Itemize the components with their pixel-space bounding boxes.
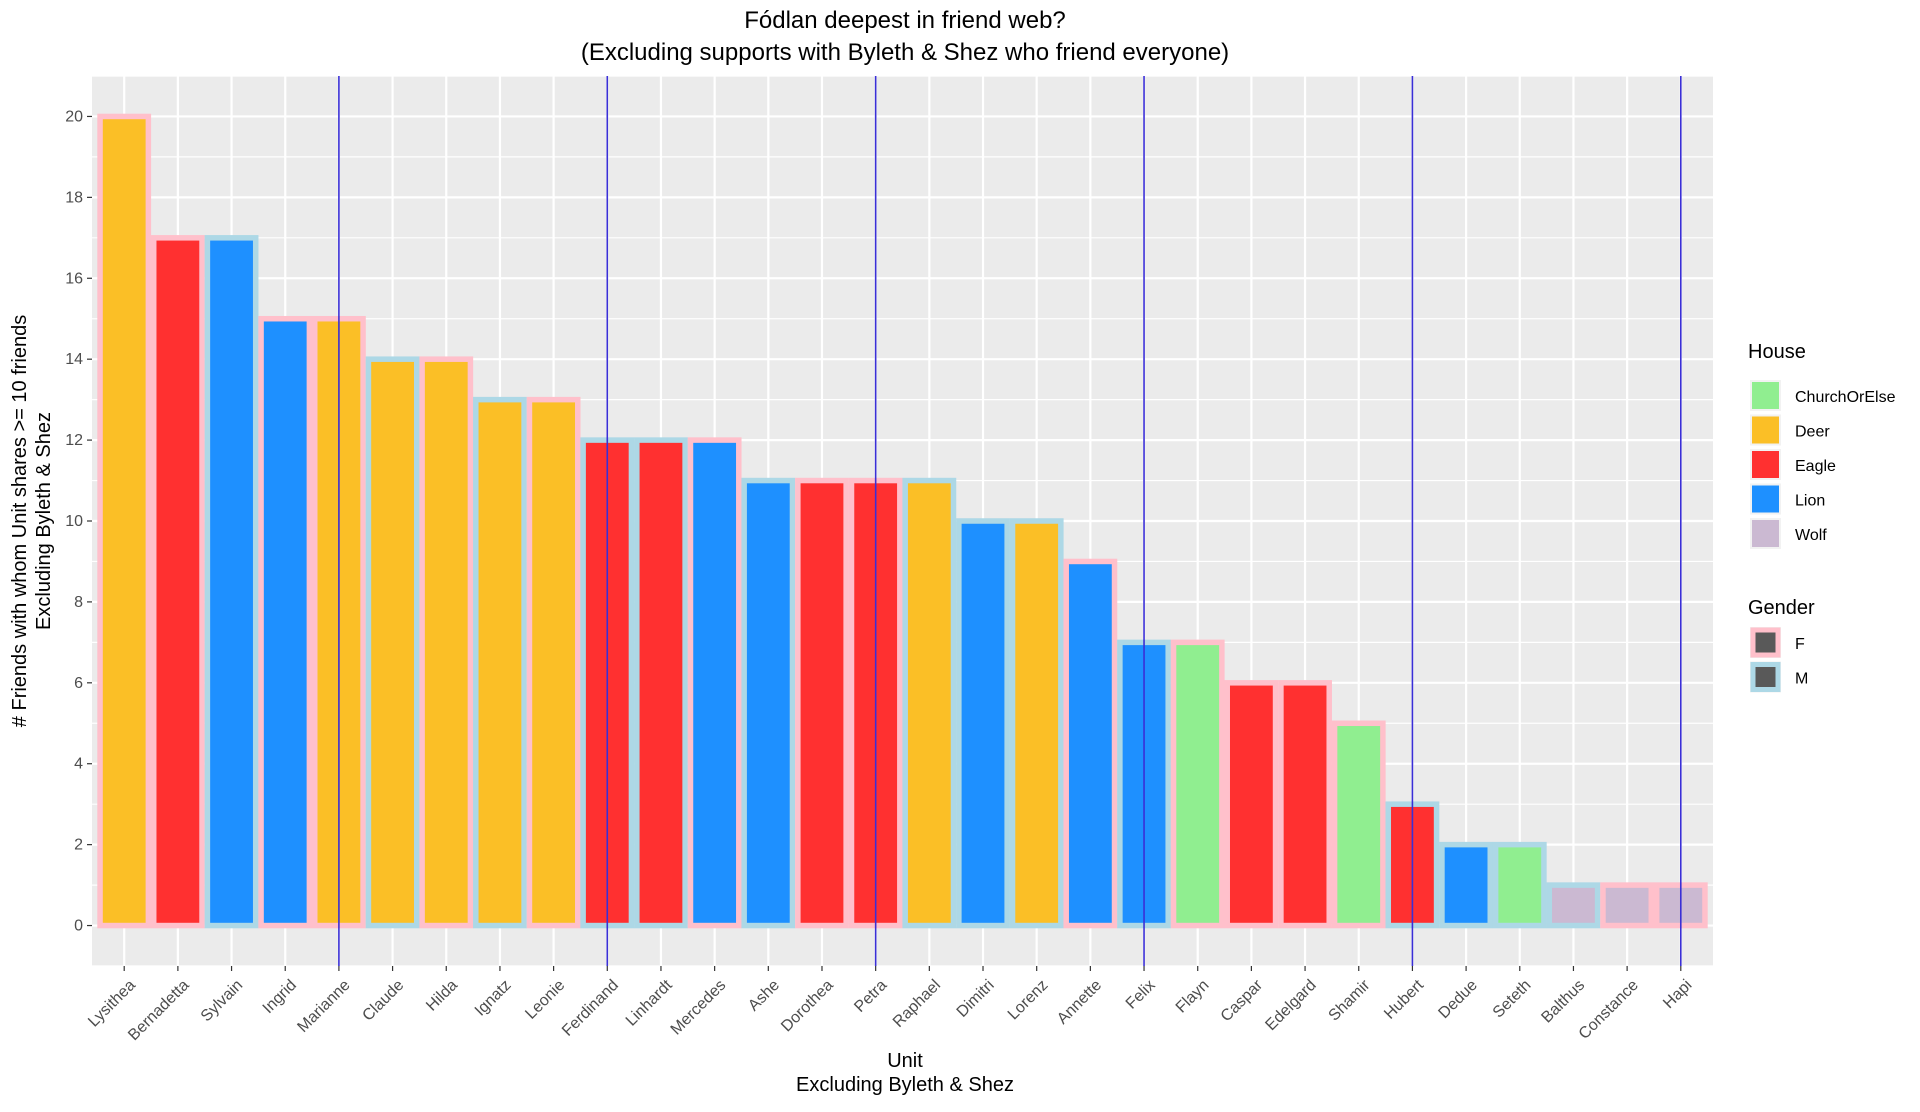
x-tick-label: Ignatz <box>472 977 515 1020</box>
x-tick-label: Hubert <box>1381 976 1427 1022</box>
y-axis-title: # Friends with whom Unit shares >= 10 fr… <box>9 315 31 727</box>
y-axis: 0 2 4 6 8 10 12 14 16 18 20 <box>65 108 92 935</box>
bar-leonie <box>526 396 581 929</box>
bar-linhardt <box>634 437 688 929</box>
bar-sylvain <box>204 235 259 929</box>
x-tick-label: Dedue <box>1435 977 1480 1022</box>
legend-swatch-wolf <box>1752 520 1779 547</box>
legend-swatch-gender-m <box>1750 662 1781 692</box>
bar-mercedes <box>687 437 742 929</box>
legend-label: M <box>1795 671 1808 688</box>
y-tick-label: 14 <box>65 351 83 368</box>
x-tick-label: Annette <box>1054 977 1105 1028</box>
bar-constance <box>1600 882 1655 929</box>
legend-gender-title: Gender <box>1748 597 1815 619</box>
x-tick-label: Ferdinand <box>559 977 622 1040</box>
x-tick-label: Felix <box>1123 977 1159 1013</box>
x-tick-label: Shamir <box>1326 976 1374 1024</box>
bar-edelgard <box>1278 680 1332 929</box>
y-tick-label: 8 <box>74 594 83 611</box>
legend-house-title: House <box>1748 341 1806 363</box>
x-tick-label: Marianne <box>294 977 353 1036</box>
x-axis-subtitle: Excluding Byleth & Shez <box>796 1074 1014 1096</box>
legend-swatch-eagle <box>1752 451 1779 478</box>
y-tick-label: 0 <box>74 918 83 935</box>
y-axis-subtitle: Excluding Byleth & Shez <box>33 412 55 630</box>
x-tick-label: Caspar <box>1218 976 1267 1025</box>
bar-shamir <box>1331 720 1386 929</box>
x-tick-label: Edelgard <box>1263 977 1320 1034</box>
legend-label: ChurchOrElse <box>1795 389 1896 406</box>
bar-bernadetta <box>150 235 205 929</box>
y-tick-label: 18 <box>65 189 83 206</box>
y-tick-label: 10 <box>65 513 83 530</box>
x-tick-label: Petra <box>851 977 890 1016</box>
x-tick-label: Lysithea <box>85 977 139 1031</box>
x-tick-label: Sylvain <box>198 977 246 1025</box>
y-tick-label: 12 <box>65 432 83 449</box>
bar-ingrid <box>258 315 313 929</box>
x-tick-label: Ingrid <box>260 977 300 1017</box>
y-tick-label: 2 <box>74 837 83 854</box>
legend-swatch-lion <box>1752 485 1779 513</box>
y-tick-label: 20 <box>65 108 83 125</box>
bar-flayn <box>1170 639 1225 929</box>
bar-balthus <box>1546 882 1601 929</box>
x-tick-label: Flayn <box>1173 977 1213 1017</box>
x-axis-title: Unit <box>887 1050 923 1072</box>
vline-layer <box>338 76 1682 966</box>
x-tick-label: Raphael <box>890 977 944 1031</box>
x-tick-label: Balthus <box>1538 977 1588 1027</box>
legend-label: F <box>1795 636 1805 653</box>
bar-annette <box>1063 558 1118 929</box>
y-tick-label: 16 <box>65 270 83 287</box>
bar-claude <box>365 356 420 929</box>
bar-hilda <box>419 356 474 929</box>
legend-label: Lion <box>1795 493 1825 510</box>
bar-caspar <box>1224 680 1279 929</box>
x-tick-label: Linhardt <box>623 976 676 1029</box>
x-tick-label: Ashe <box>745 977 783 1015</box>
bar-ashe <box>741 477 796 929</box>
bar-seteth <box>1492 841 1547 929</box>
x-tick-label: Dimitri <box>954 977 998 1021</box>
bar-dedue <box>1439 841 1493 929</box>
x-tick-label: Lorenz <box>1005 977 1052 1024</box>
chart-title: Fódlan deepest in friend web? <box>744 7 1066 34</box>
legend-label: Deer <box>1795 424 1830 441</box>
bar-dimitri <box>956 518 1010 929</box>
y-tick-label: 6 <box>74 675 83 692</box>
legend-label: Wolf <box>1795 527 1827 544</box>
x-tick-label: Dorothea <box>778 977 837 1036</box>
x-tick-label: Leonie <box>522 977 568 1023</box>
bar-lysithea <box>97 113 152 929</box>
bar-lorenz <box>1009 518 1064 929</box>
bar-dorothea <box>795 477 849 929</box>
legend-swatch-churchorelse <box>1752 382 1779 409</box>
bar-raphael <box>902 477 957 929</box>
x-tick-label: Claude <box>359 977 407 1025</box>
chart-subtitle: (Excluding supports with Byleth & Shez w… <box>581 39 1229 66</box>
bar-ignatz <box>473 396 527 929</box>
legend-swatch-deer <box>1752 416 1779 444</box>
y-tick-label: 4 <box>74 756 83 773</box>
legend-label: Eagle <box>1795 458 1836 475</box>
x-tick-label: Seteth <box>1490 977 1535 1022</box>
legend: House ChurchOrElse Deer Eagle Lion Wolf Gender… <box>1748 341 1896 693</box>
x-tick-label: Mercedes <box>668 977 730 1039</box>
x-tick-label: Hapi <box>1660 977 1695 1012</box>
legend-swatch-gender-f <box>1750 627 1781 658</box>
x-tick-label: Hilda <box>423 977 461 1015</box>
